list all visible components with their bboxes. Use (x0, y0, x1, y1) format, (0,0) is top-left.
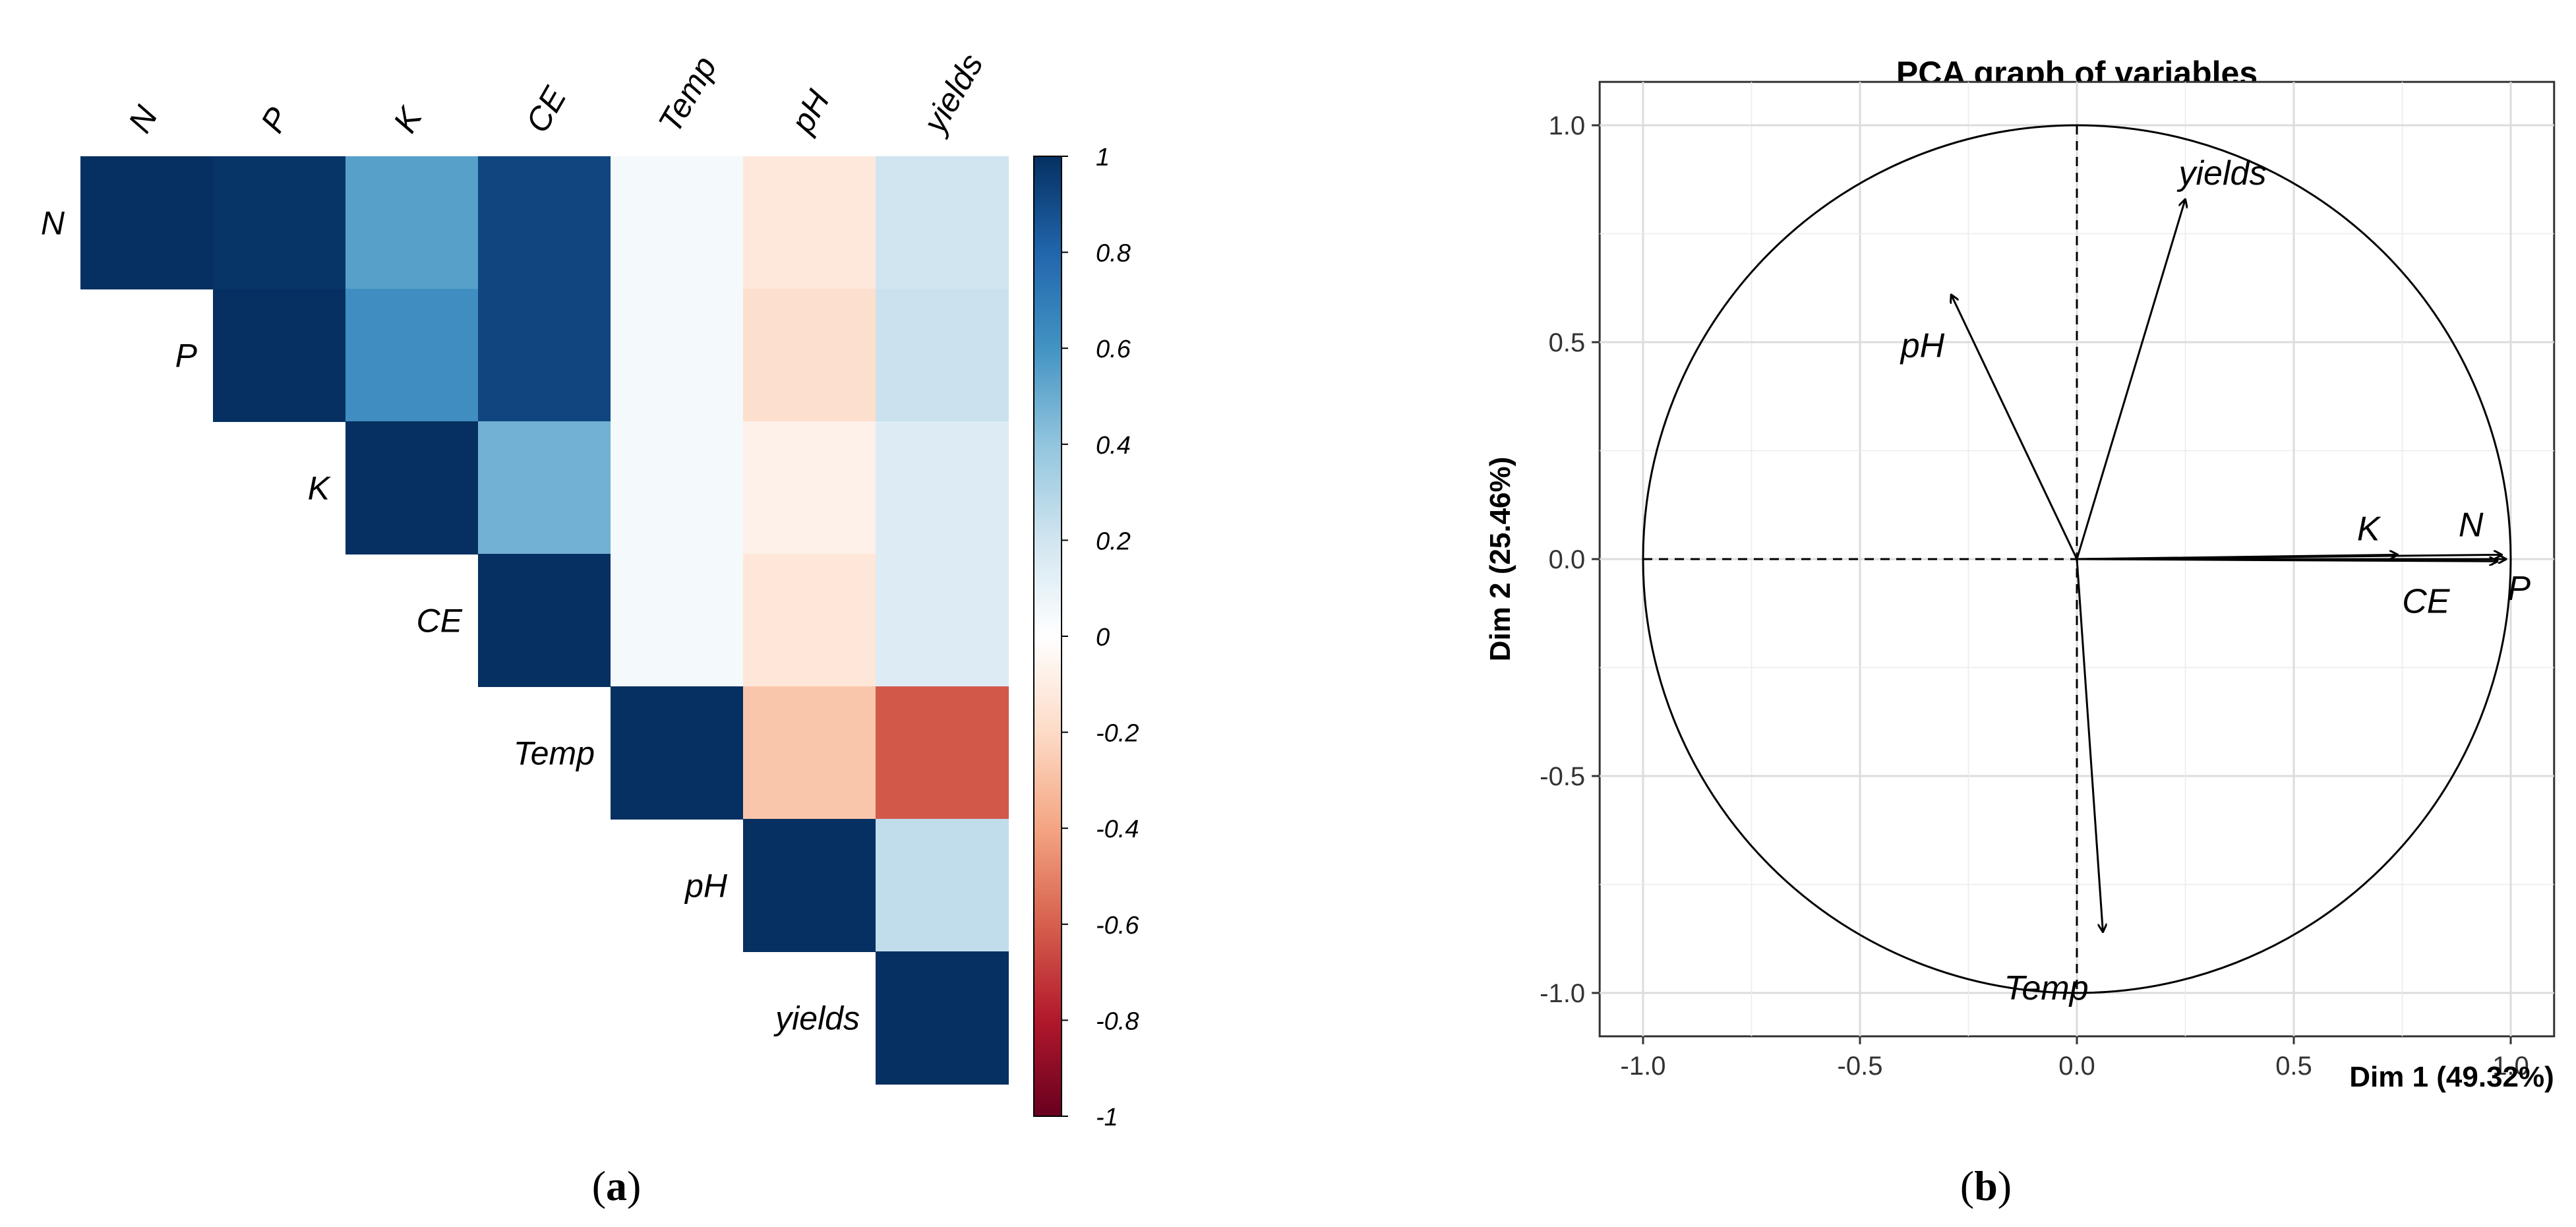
caption-a-open-paren: ( (592, 1162, 606, 1209)
heatmap-cell-N-K (345, 156, 479, 289)
heatmap-cell-CE-pH (743, 554, 876, 687)
colorbar-ticks: 1 0.8 0.6 0.4 0.2 0 -0.2 -0.4 -0.6 -0.8 -1 (1062, 144, 1139, 1131)
y-tick-label: 0.0 (1549, 545, 1586, 574)
colorbar-tick-label: -0.6 (1096, 912, 1139, 940)
vector-arrow-Temp (2076, 558, 2103, 932)
colorbar-tick-label: 1 (1096, 144, 1110, 171)
colorbar: 1 0.8 0.6 0.4 0.2 0 -0.2 -0.4 -0.6 -0.8 -1 (1033, 144, 1139, 1131)
row-label-yields: yields (773, 1000, 860, 1037)
colorbar-gradient (1034, 156, 1062, 1116)
unit-correlation-circle (1642, 124, 2512, 994)
colorbar-tick-label: 0 (1096, 624, 1110, 651)
heatmap-column-labels: N P K CE Temp pH yields (121, 47, 990, 140)
vector-label-N: N (2459, 506, 2484, 544)
pca-x-axis-label: Dim 1 (49.32%) (2349, 1061, 2554, 1093)
column-label-yields: yields (915, 47, 990, 140)
heatmap-cell-CE-yields (876, 554, 1009, 687)
colorbar-tick-label: 0.6 (1096, 336, 1131, 363)
column-label-N: N (121, 99, 165, 138)
heatmap-cell-K-yields (876, 421, 1009, 554)
caption-b-open-paren: ( (1960, 1162, 1974, 1209)
heatmap-cells (80, 156, 1009, 1085)
heatmap-cell-CE-Temp (611, 554, 744, 687)
column-label-Temp: Temp (651, 50, 724, 139)
pca-variables-plot: PCA graph of variables -1.0 -0.5 0.0 0.5 1.0… (1484, 55, 2556, 1093)
colorbar-tick-label: -0.8 (1096, 1007, 1139, 1035)
colorbar-tick-label: 0.8 (1096, 240, 1131, 268)
y-tick-label: -0.5 (1540, 762, 1585, 791)
heatmap-cell-P-yields (876, 289, 1009, 422)
column-label-CE: CE (519, 80, 574, 139)
vector-label-K: K (2357, 510, 2381, 548)
pca-variable-vectors: yields pH K NCE P Temp (1900, 154, 2531, 1007)
column-label-pH: pH (783, 83, 837, 140)
panel-caption-b: (b) (1960, 1162, 2012, 1209)
heatmap-cell-K-K (345, 421, 479, 554)
vector-arrow-pH (1951, 295, 2078, 560)
row-label-K: K (308, 470, 332, 507)
heatmap-cell-P-pH (743, 289, 876, 422)
heatmap-cell-P-CE (478, 289, 611, 422)
x-tick-label: -1.0 (1621, 1052, 1666, 1081)
x-tick-label: 0.0 (2058, 1052, 2095, 1081)
x-tick-label: -0.5 (1838, 1052, 1883, 1081)
heatmap-cell-N-P (213, 156, 346, 289)
vector-label-yields: yields (2177, 154, 2267, 193)
pca-axis-ticks: -1.0 -0.5 0.0 0.5 1.0 -1.0 -0.5 0.0 0.5 1.0 (1540, 111, 2529, 1081)
vector-label-pH: pH (1900, 327, 1945, 365)
row-label-Temp: Temp (514, 735, 595, 772)
heatmap-cell-N-Temp (611, 156, 744, 289)
heatmap-cell-CE-CE (478, 554, 611, 687)
heatmap-cell-P-K (345, 289, 479, 422)
caption-a-close-paren: ) (627, 1162, 641, 1209)
y-tick-label: -1.0 (1540, 979, 1585, 1008)
heatmap-cell-N-pH (743, 156, 876, 289)
y-tick-label: 1.0 (1549, 111, 1586, 140)
column-label-K: K (386, 100, 430, 138)
colorbar-border (1033, 156, 1062, 1117)
x-tick-label: 0.5 (2275, 1052, 2312, 1081)
caption-b-letter: b (1974, 1162, 1998, 1209)
colorbar-tick-label: -1 (1096, 1104, 1118, 1131)
row-label-pH: pH (684, 868, 728, 905)
vector-label-CE: CE (2402, 582, 2451, 620)
correlation-heatmap: N P K CE Temp pH yields N P K CE Temp pH yields 1 0.8… (41, 47, 1139, 1131)
heatmap-cell-P-P (213, 289, 346, 422)
row-label-CE: CE (417, 603, 463, 640)
heatmap-cell-Temp-pH (743, 686, 876, 820)
vector-label-P: P (2507, 570, 2531, 608)
heatmap-cell-Temp-Temp (611, 686, 744, 820)
panel-caption-a: (a) (592, 1162, 642, 1209)
heatmap-cell-K-pH (743, 421, 876, 554)
colorbar-tick-label: -0.4 (1096, 816, 1139, 843)
pca-y-axis-label: Dim 2 (25.46%) (1484, 457, 1516, 662)
colorbar-tick-label: 0.2 (1096, 527, 1131, 555)
y-tick-label: 0.5 (1549, 328, 1586, 357)
heatmap-cell-P-Temp (611, 289, 744, 422)
colorbar-tick-label: 0.4 (1096, 432, 1131, 460)
caption-b-close-paren: ) (1998, 1162, 2012, 1209)
heatmap-cell-pH-yields (876, 819, 1009, 952)
heatmap-row-labels: N P K CE Temp pH yields (41, 205, 860, 1037)
heatmap-cell-pH-pH (743, 819, 876, 952)
heatmap-cell-K-CE (478, 421, 611, 554)
vector-arrow-yields (2076, 199, 2186, 560)
column-label-P: P (254, 101, 297, 138)
row-label-N: N (41, 205, 65, 242)
caption-a-letter: a (606, 1162, 627, 1209)
vector-label-Temp: Temp (2004, 969, 2088, 1007)
heatmap-cell-Temp-yields (876, 686, 1009, 820)
heatmap-cell-N-CE (478, 156, 611, 289)
heatmap-cell-N-yields (876, 156, 1009, 289)
row-label-P: P (175, 338, 198, 374)
heatmap-cell-K-Temp (611, 421, 744, 554)
heatmap-cell-yields-yields (876, 951, 1009, 1085)
x-tick-label: 1.0 (2492, 1052, 2529, 1081)
colorbar-tick-label: -0.2 (1096, 720, 1139, 748)
heatmap-cell-N-N (80, 156, 214, 289)
